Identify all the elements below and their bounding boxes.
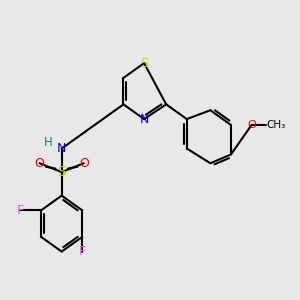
Text: N: N [57, 142, 66, 155]
Text: F: F [79, 245, 86, 258]
Text: O: O [247, 120, 256, 130]
Text: F: F [17, 204, 24, 217]
Text: S: S [140, 57, 148, 70]
Text: S: S [57, 165, 66, 179]
Text: O: O [79, 157, 89, 170]
Text: O: O [34, 157, 44, 170]
Text: N: N [140, 112, 149, 126]
Text: H: H [44, 136, 53, 149]
Text: CH₃: CH₃ [266, 120, 286, 130]
